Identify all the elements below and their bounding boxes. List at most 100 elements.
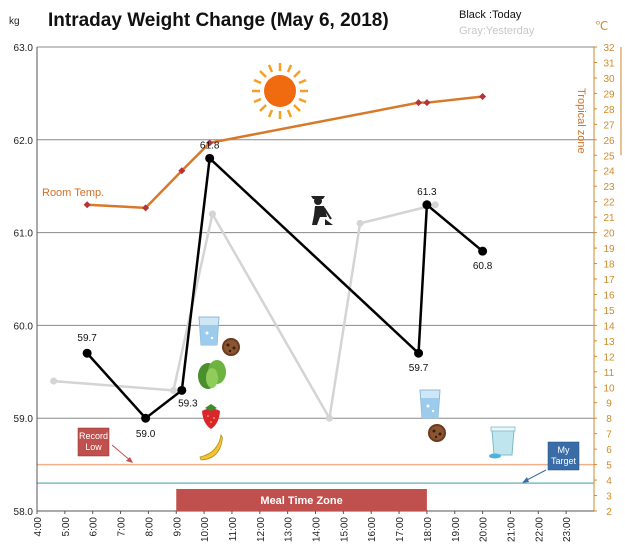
meal-time-zone-label: Meal Time Zone	[260, 495, 342, 507]
y2-tick-label: 5	[606, 461, 612, 472]
y2-tick-label: 9	[606, 399, 612, 410]
y2-tick-label: 29	[603, 89, 615, 100]
y2-tick-label: 18	[603, 260, 615, 271]
x-tick-label: 7:00	[117, 517, 128, 537]
today-data-label: 61.3	[417, 187, 437, 198]
y2-tick-label: 16	[603, 290, 615, 301]
today-point	[205, 153, 215, 163]
room-temp-point	[178, 167, 186, 175]
x-tick-label: 16:00	[367, 517, 378, 542]
x-tick-label: 17:00	[395, 517, 406, 542]
banana-icon	[199, 434, 223, 461]
yesterday-point	[169, 386, 177, 394]
record-low-text: Record Low	[79, 431, 108, 452]
x-tick-label: 6:00	[89, 517, 100, 537]
water-glass-icon	[419, 389, 441, 419]
series-yesterday	[50, 201, 439, 422]
y2-tick-label: 11	[604, 368, 615, 379]
record-low-arrowhead	[126, 457, 133, 463]
legend-yesterday: Gray:Yesterday	[459, 25, 535, 37]
room-temp-point	[423, 99, 431, 107]
x-tick-label: 5:00	[61, 517, 72, 537]
room-temp-point	[479, 92, 487, 100]
y2-tick-label: 7	[606, 430, 612, 441]
y2-tick-label: 10	[603, 383, 615, 394]
x-tick-label: 14:00	[312, 517, 323, 542]
record-low-box	[77, 427, 110, 457]
y2-tick-label: 4	[606, 476, 612, 487]
today-data-label: 60.8	[473, 261, 493, 272]
x-tick-label: 18:00	[423, 517, 434, 542]
y2-tick-label: 26	[603, 136, 615, 147]
today-data-label: 61.8	[200, 140, 220, 151]
my-target-text: My Target	[551, 445, 577, 466]
room-temp-point	[142, 204, 150, 212]
cookie-icon	[222, 338, 240, 356]
record-low-note: Record Low	[77, 427, 133, 463]
y-tick-label: 61.0	[14, 229, 34, 240]
y2-tick-label: 19	[603, 244, 615, 255]
yesterday-point	[431, 201, 439, 209]
x-tick-label: 15:00	[339, 517, 350, 542]
today-point	[82, 348, 92, 358]
strawberry-icon	[202, 404, 220, 429]
series-room-temp	[83, 92, 487, 212]
x-tick-label: 12:00	[256, 517, 267, 542]
y2-axis-unit: ℃	[595, 19, 608, 33]
my-target-note: My Target	[522, 441, 580, 483]
series-today: 59.7 59.0 59.3 61.8 59.7 61.3 60.8	[77, 140, 492, 440]
y2-tick-label: 22	[603, 198, 615, 209]
cookie-icon	[428, 424, 446, 442]
today-data-label: 59.7	[77, 333, 97, 344]
x-tick-label: 19:00	[451, 517, 462, 542]
y2-tick-label: 23	[603, 182, 615, 193]
y2-axis-ticks: 2345678910111213141516171819202122232425…	[594, 43, 622, 518]
water-glass-icon	[198, 316, 220, 346]
y-axis-unit: kg	[9, 16, 20, 27]
y2-tick-label: 28	[603, 105, 615, 116]
my-target-box	[547, 441, 580, 471]
y-tick-label: 59.0	[14, 414, 34, 425]
x-axis-ticks: 4:00 5:00 6:00 7:00 8:00 9:00 10:00 11:00 12:00 1…	[33, 511, 573, 542]
y2-tick-label: 20	[603, 229, 615, 240]
room-temp-point	[206, 139, 214, 147]
today-data-label: 59.0	[136, 429, 156, 440]
meal-time-zone-bar	[176, 489, 427, 511]
yesterday-point	[208, 210, 216, 218]
today-point	[177, 385, 187, 395]
y2-tick-label: 8	[606, 414, 612, 425]
y2-tick-label: 32	[603, 43, 615, 54]
x-tick-label: 10:00	[200, 517, 211, 542]
y2-tick-label: 14	[603, 321, 615, 332]
y2-tick-label: 6	[606, 445, 612, 456]
yesterday-point	[325, 414, 333, 422]
x-tick-label: 13:00	[284, 517, 295, 542]
y-tick-label: 58.0	[14, 507, 34, 518]
tropical-zone-label: Tropical zone	[575, 88, 587, 154]
x-tick-label: 20:00	[479, 517, 490, 542]
y2-tick-label: 25	[603, 151, 615, 162]
yesterday-point	[356, 219, 364, 227]
yesterday-point	[50, 377, 58, 385]
reference-lines	[37, 463, 594, 484]
lettuce-icon	[198, 360, 226, 389]
sun-icon	[252, 63, 308, 119]
legend-today: Black :Today	[459, 9, 522, 21]
yesterday-line	[53, 203, 436, 422]
y2-tick-label: 24	[603, 167, 615, 178]
my-target-arrowhead	[522, 477, 529, 483]
y-tick-label: 62.0	[14, 136, 34, 147]
y2-tick-label: 12	[603, 352, 615, 363]
x-tick-label: 21:00	[506, 517, 517, 542]
y2-tick-label: 15	[603, 306, 615, 317]
y2-tick-label: 27	[603, 120, 615, 131]
y2-tick-label: 2	[606, 507, 612, 518]
chart-title: Intraday Weight Change (May 6, 2018)	[48, 10, 389, 31]
milk-cup-icon	[489, 426, 516, 459]
today-data-label: 59.7	[409, 363, 429, 374]
today-point	[141, 413, 151, 423]
gardening-person-icon	[311, 196, 333, 225]
today-point	[422, 200, 432, 210]
room-temp-label: Room Temp.	[42, 187, 104, 199]
